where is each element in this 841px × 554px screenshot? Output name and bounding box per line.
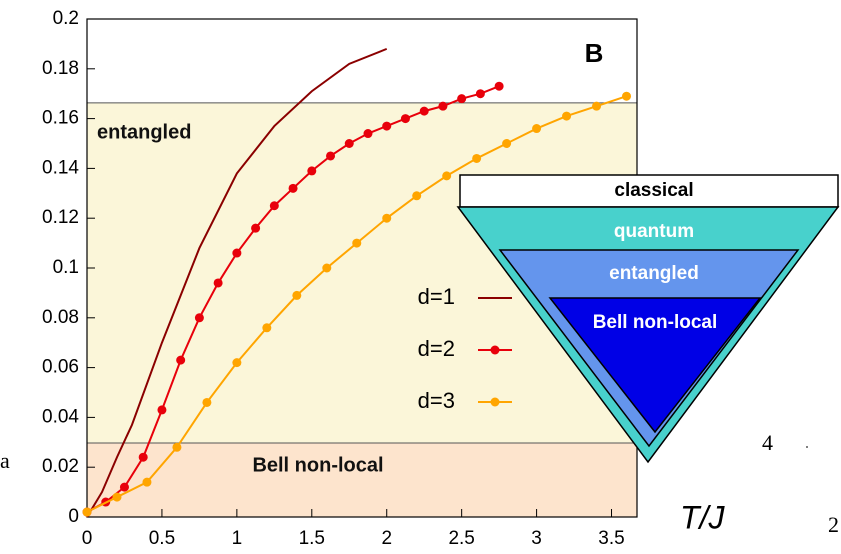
series-marker	[251, 224, 260, 233]
series-marker	[562, 112, 571, 121]
legend-label: d=1	[418, 284, 455, 309]
y-tick-label: 0	[68, 506, 79, 527]
series-marker	[352, 239, 361, 248]
series-marker	[495, 82, 504, 91]
series-marker	[270, 201, 279, 210]
series-marker	[292, 291, 301, 300]
series-marker	[438, 102, 447, 111]
series-marker	[139, 453, 148, 462]
series-marker	[112, 493, 121, 502]
series-marker	[622, 92, 631, 101]
legend-label: d=3	[418, 388, 455, 413]
stray-text: a	[0, 448, 10, 473]
series-marker	[172, 443, 181, 452]
x-tick-label: 1	[232, 528, 243, 549]
stray-text: T/J	[680, 499, 725, 535]
y-tick-label: 0.16	[42, 108, 79, 129]
y-tick-label: 0.14	[42, 157, 79, 178]
series-marker	[476, 89, 485, 98]
stray-text: 2	[828, 512, 839, 537]
legend-label: d=2	[418, 336, 455, 361]
region-label: Bell non-local	[252, 454, 383, 476]
series-marker	[412, 191, 421, 200]
series-marker	[214, 278, 223, 287]
series-marker	[232, 358, 241, 367]
series-marker	[322, 264, 331, 273]
stray-text: 4	[762, 430, 773, 455]
inset-label: Bell non-local	[593, 312, 718, 333]
y-tick-label: 0.04	[42, 406, 79, 427]
series-marker	[262, 323, 271, 332]
series-marker	[592, 102, 601, 111]
y-tick-label: 0.1	[53, 257, 79, 278]
series-marker	[157, 405, 166, 414]
region-label: entangled	[97, 121, 191, 143]
series-marker	[502, 139, 511, 148]
x-tick-label: 2	[381, 528, 392, 549]
series-marker	[120, 483, 129, 492]
y-tick-label: 0.08	[42, 307, 79, 328]
x-tick-label: 3	[531, 528, 542, 549]
series-marker	[195, 313, 204, 322]
y-tick-label: 0.12	[42, 207, 79, 228]
x-tick-label: 3.5	[598, 528, 624, 549]
inset-label: quantum	[614, 221, 694, 242]
x-tick-label: 0.5	[149, 528, 175, 549]
series-marker	[202, 398, 211, 407]
series-marker	[457, 94, 466, 103]
chart: entangled Bell non-local 0 0.02 0.04 0.06 0.08…	[0, 0, 841, 554]
x-tick-label: 1.5	[299, 528, 325, 549]
y-tick-label: 0.06	[42, 357, 79, 378]
x-tick-label: 0	[82, 528, 93, 549]
series-marker	[289, 184, 298, 193]
y-tick-label: 0.18	[42, 58, 79, 79]
series-marker	[382, 122, 391, 131]
series-marker	[307, 166, 316, 175]
series-marker	[83, 508, 92, 517]
inset-label: classical	[614, 180, 693, 201]
series-marker	[382, 214, 391, 223]
series-marker	[532, 124, 541, 133]
series-marker	[363, 129, 372, 138]
x-tick-label: 2.5	[448, 528, 474, 549]
series-marker	[232, 249, 241, 258]
series-marker	[345, 139, 354, 148]
series-marker	[420, 107, 429, 116]
series-marker	[142, 478, 151, 487]
series-marker	[326, 151, 335, 160]
series-marker	[472, 154, 481, 163]
inset-label: entangled	[609, 263, 699, 284]
series-marker	[442, 171, 451, 180]
panel-label: B	[585, 38, 604, 68]
series-marker	[176, 356, 185, 365]
y-tick-label: 0.2	[53, 8, 79, 29]
series-marker	[401, 114, 410, 123]
y-tick-label: 0.02	[42, 456, 79, 477]
legend-marker	[491, 346, 500, 355]
legend-marker	[491, 398, 500, 407]
